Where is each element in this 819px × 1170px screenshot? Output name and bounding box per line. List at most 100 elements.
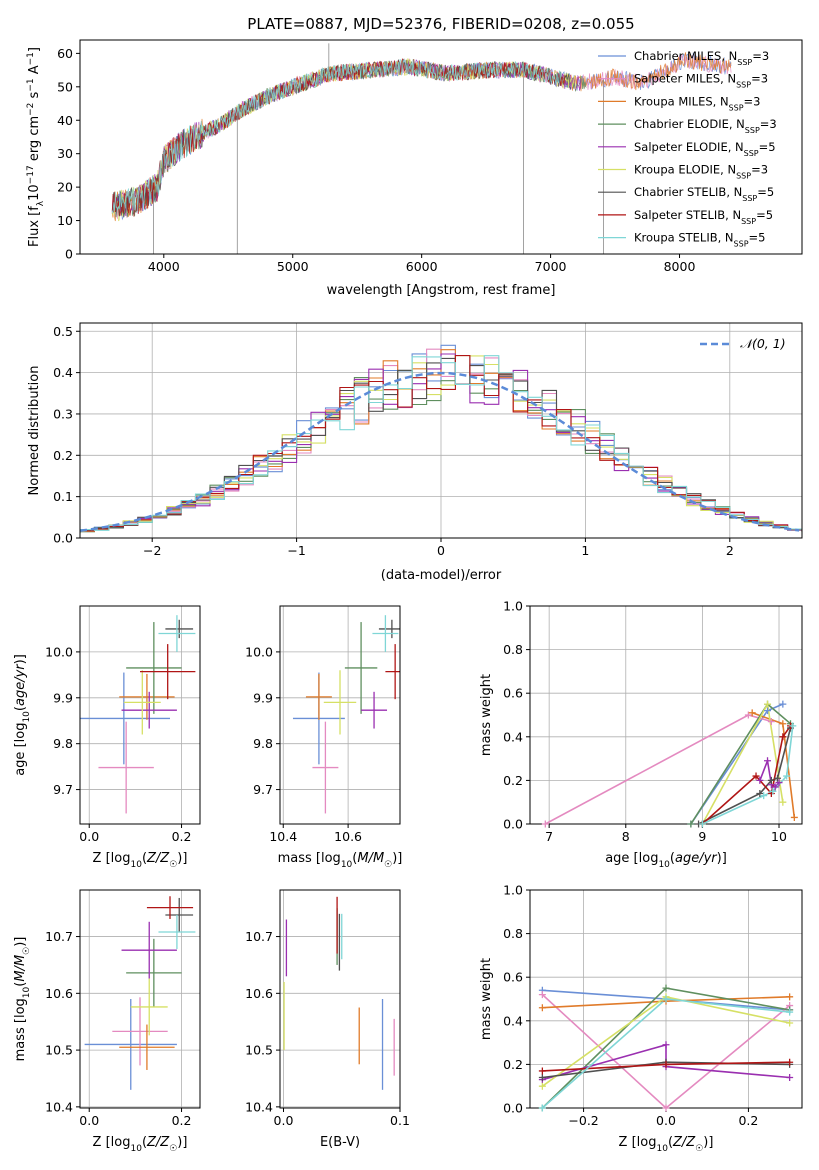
residual-histogram: [80, 355, 802, 534]
mass-weight-marker: [538, 1073, 546, 1081]
y-tick-label: 0.4: [503, 1013, 523, 1028]
y-tick-label: 9.9: [53, 690, 73, 705]
y-tick-label: 0.2: [53, 448, 73, 463]
x-tick-label: −2: [143, 543, 161, 558]
mass-weight-marker: [771, 783, 779, 791]
legend-entry: Kroupa ELODIE, NSSP=3: [634, 163, 768, 181]
legend-entry: 𝒩(0, 1): [740, 336, 786, 351]
y-tick-label: 0.1: [53, 489, 73, 504]
x-tick-label: 7: [545, 829, 553, 844]
y-tick-label: 0.6: [503, 686, 523, 701]
y-tick-label: 1.0: [503, 883, 523, 898]
mass-weight-marker: [786, 1008, 794, 1016]
spectrum-panel: 4000 5000 6000 7000 8000 0 10 20 30 40 50 60 wavelen…: [26, 39, 803, 298]
y-tick-label: 10.7: [245, 929, 273, 944]
mass-weight-marker: [698, 820, 706, 828]
y-tick-label: 10.5: [245, 1043, 273, 1058]
mass-weight-marker: [779, 720, 787, 728]
mass-weight-marker: [767, 776, 775, 784]
mass-weight-marker: [786, 1073, 794, 1081]
y-tick-label: 10.6: [45, 986, 73, 1001]
x-axis-label: Z [log10(Z/Z☉)]: [93, 851, 188, 870]
y-axis-label: Normed distribution: [27, 366, 42, 496]
mass-weight-line: [542, 1043, 790, 1081]
x-tick-label: 10.6: [334, 829, 362, 844]
y-tick-label: 0.0: [503, 817, 523, 832]
x-tick-label: 7000: [535, 259, 567, 274]
y-tick-label: 10.4: [45, 1099, 73, 1114]
x-tick-label: 1: [581, 543, 589, 558]
x-tick-label: 0.2: [172, 1113, 192, 1128]
mass-weight-marker: [764, 707, 772, 715]
x-tick-label: 0: [437, 543, 445, 558]
y-tick-label: 10.0: [245, 644, 273, 659]
x-tick-label: 10.4: [269, 829, 297, 844]
figure-title: PLATE=0887, MJD=52376, FIBERID=0208, z=0…: [247, 15, 634, 33]
mass-weight-marker: [764, 757, 772, 765]
legend-entry: Kroupa MILES, NSSP=3: [634, 94, 760, 112]
mass-weight-marker: [786, 1058, 794, 1066]
y-tick-label: 1.0: [503, 599, 523, 614]
y-tick-label: 0.5: [53, 324, 73, 339]
x-tick-label: 0.2: [172, 829, 192, 844]
y-tick-label: 0.2: [503, 1057, 523, 1072]
axes-frame: [79, 605, 201, 825]
mass-weight-marker: [764, 700, 772, 708]
x-axis-label: wavelength [Angstrom, rest frame]: [327, 283, 556, 298]
y-tick-label: 20: [57, 180, 73, 195]
x-axis-label: mass [log10(M/M☉)]: [278, 851, 403, 870]
y-axis-label: mass weight: [479, 958, 494, 1040]
plot-area: [111, 43, 732, 254]
y-tick-label: 10.4: [245, 1099, 273, 1114]
mass-weight-marker: [767, 718, 775, 726]
y-tick-label: 10.5: [45, 1043, 73, 1058]
y-tick-label: 10: [57, 213, 73, 228]
mass-weight-marker: [779, 733, 787, 741]
y-tick-label: 50: [57, 79, 73, 94]
plot-area: [292, 615, 400, 814]
y-tick-label: 40: [57, 113, 73, 128]
legend-entry: Chabrier MILES, NSSP=3: [634, 49, 769, 67]
mass-weight-marker: [687, 820, 695, 828]
x-tick-label: 10: [771, 829, 787, 844]
y-tick-label: 30: [57, 146, 73, 161]
mass-weight-marker: [783, 772, 791, 780]
plot-area: [283, 896, 395, 1090]
x-axis-label: (data-model)/error: [381, 568, 502, 583]
plot-area: [80, 344, 802, 534]
y-tick-label: 10.0: [45, 644, 73, 659]
y-tick-label: 0.0: [503, 1101, 523, 1116]
x-tick-label: 0.2: [738, 1113, 758, 1128]
x-axis-label: Z [log10(Z/Z☉)]: [93, 1135, 188, 1154]
y-tick-label: 9.7: [253, 782, 273, 797]
mass-weight-marker: [786, 1019, 794, 1027]
mass-weight-vs-age-panel: 7 8 9 10 0.0 0.2 0.4 0.6 0.8 1.0 age [log10(age/yr…: [479, 599, 803, 870]
mass-weight-marker: [538, 991, 546, 999]
x-axis-label: Z [log10(Z/Z☉)]: [619, 1135, 714, 1154]
y-tick-label: 0.4: [503, 729, 523, 744]
x-tick-label: 9: [698, 829, 706, 844]
mass-weight-marker: [662, 1104, 670, 1112]
y-axis-label: mass weight: [479, 674, 494, 756]
y-axis-label: mass [log10(M/M☉)]: [13, 937, 32, 1062]
x-tick-label: 8: [622, 829, 630, 844]
mass-weight-marker: [773, 774, 781, 782]
y-tick-label: 0.0: [53, 531, 73, 546]
mass-weight-marker: [662, 984, 670, 992]
residuals-panel: −2 −1 0 1 2 0.0 0.1 0.2 0.3 0.4 0.5 𝒩(0, 1) (data-mo…: [27, 322, 803, 583]
mass-vs-z-panel: 0.0 0.2 10.4 10.5 10.6 10.7 Z [log10(Z/Z☉)] mas…: [13, 889, 201, 1154]
axes-frame: [79, 889, 201, 1109]
mass-weight-marker: [789, 722, 797, 730]
mass-weight-marker: [775, 779, 783, 787]
x-tick-label: 6000: [406, 259, 438, 274]
axes-frame: [279, 605, 401, 825]
y-tick-label: 9.8: [53, 736, 73, 751]
y-tick-label: 0.4: [53, 365, 73, 380]
y-tick-label: 9.8: [253, 736, 273, 751]
y-tick-label: 0: [65, 247, 73, 262]
legend-entry: Kroupa STELIB, NSSP=5: [634, 231, 765, 249]
mass-weight-marker: [538, 1067, 546, 1075]
x-tick-label: 0.0: [274, 1113, 294, 1128]
x-tick-label: 0.0: [656, 1113, 676, 1128]
